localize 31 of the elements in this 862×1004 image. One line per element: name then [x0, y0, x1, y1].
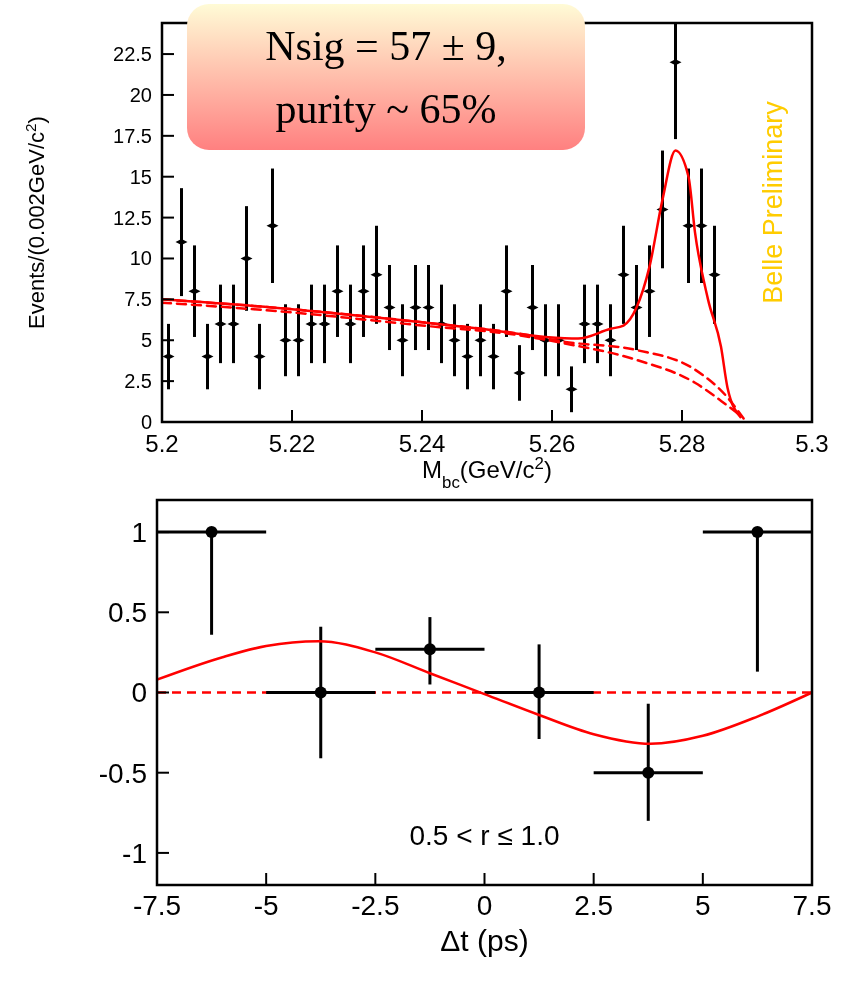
annotation: Belle Preliminary: [758, 100, 789, 304]
x-tick-label: 5.22: [268, 430, 316, 457]
y-tick-label: 22.5: [113, 43, 152, 66]
x-tick-label: 5.2: [145, 430, 179, 457]
annotation: purity ~ 65%: [275, 86, 497, 132]
y-tick-label: 12.5: [113, 206, 152, 229]
annotation: Nsig = 57 ± 9,: [265, 23, 507, 69]
x-tick-label: 5.28: [658, 430, 706, 457]
y-tick-label: -1: [122, 837, 147, 869]
y-tick-label: 15: [129, 165, 152, 188]
y-tick-label: 2.5: [124, 370, 152, 393]
x-tick-label: 7.5: [792, 890, 832, 921]
y-tick-label: 0: [131, 677, 147, 709]
y-tick-label: 0: [140, 411, 152, 433]
x-tick-label: -2.5: [351, 890, 400, 921]
x-tick-label: 0: [476, 890, 493, 921]
x-tick-label: 2.5: [574, 890, 614, 921]
y-tick-label: 10: [129, 247, 152, 270]
x-tick-label: -5: [253, 890, 279, 921]
x-tick-label: -7.5: [132, 890, 182, 921]
y-tick-label: 20: [129, 83, 152, 106]
x-tick-label: 5.3: [795, 430, 829, 457]
x-tick-label: 5: [695, 890, 711, 921]
annotation: 0.5 < r ≤ 1.0: [409, 820, 560, 851]
y-tick-label: 5: [140, 329, 152, 352]
y-tick-label: -0.5: [98, 757, 147, 789]
y-tick-label: 1: [131, 516, 147, 548]
x-axis-title: Δt (ps): [440, 924, 529, 957]
y-tick-label: 17.5: [113, 124, 152, 147]
y-tick-label: 7.5: [124, 288, 152, 311]
y-tick-label: 0.5: [108, 597, 147, 629]
